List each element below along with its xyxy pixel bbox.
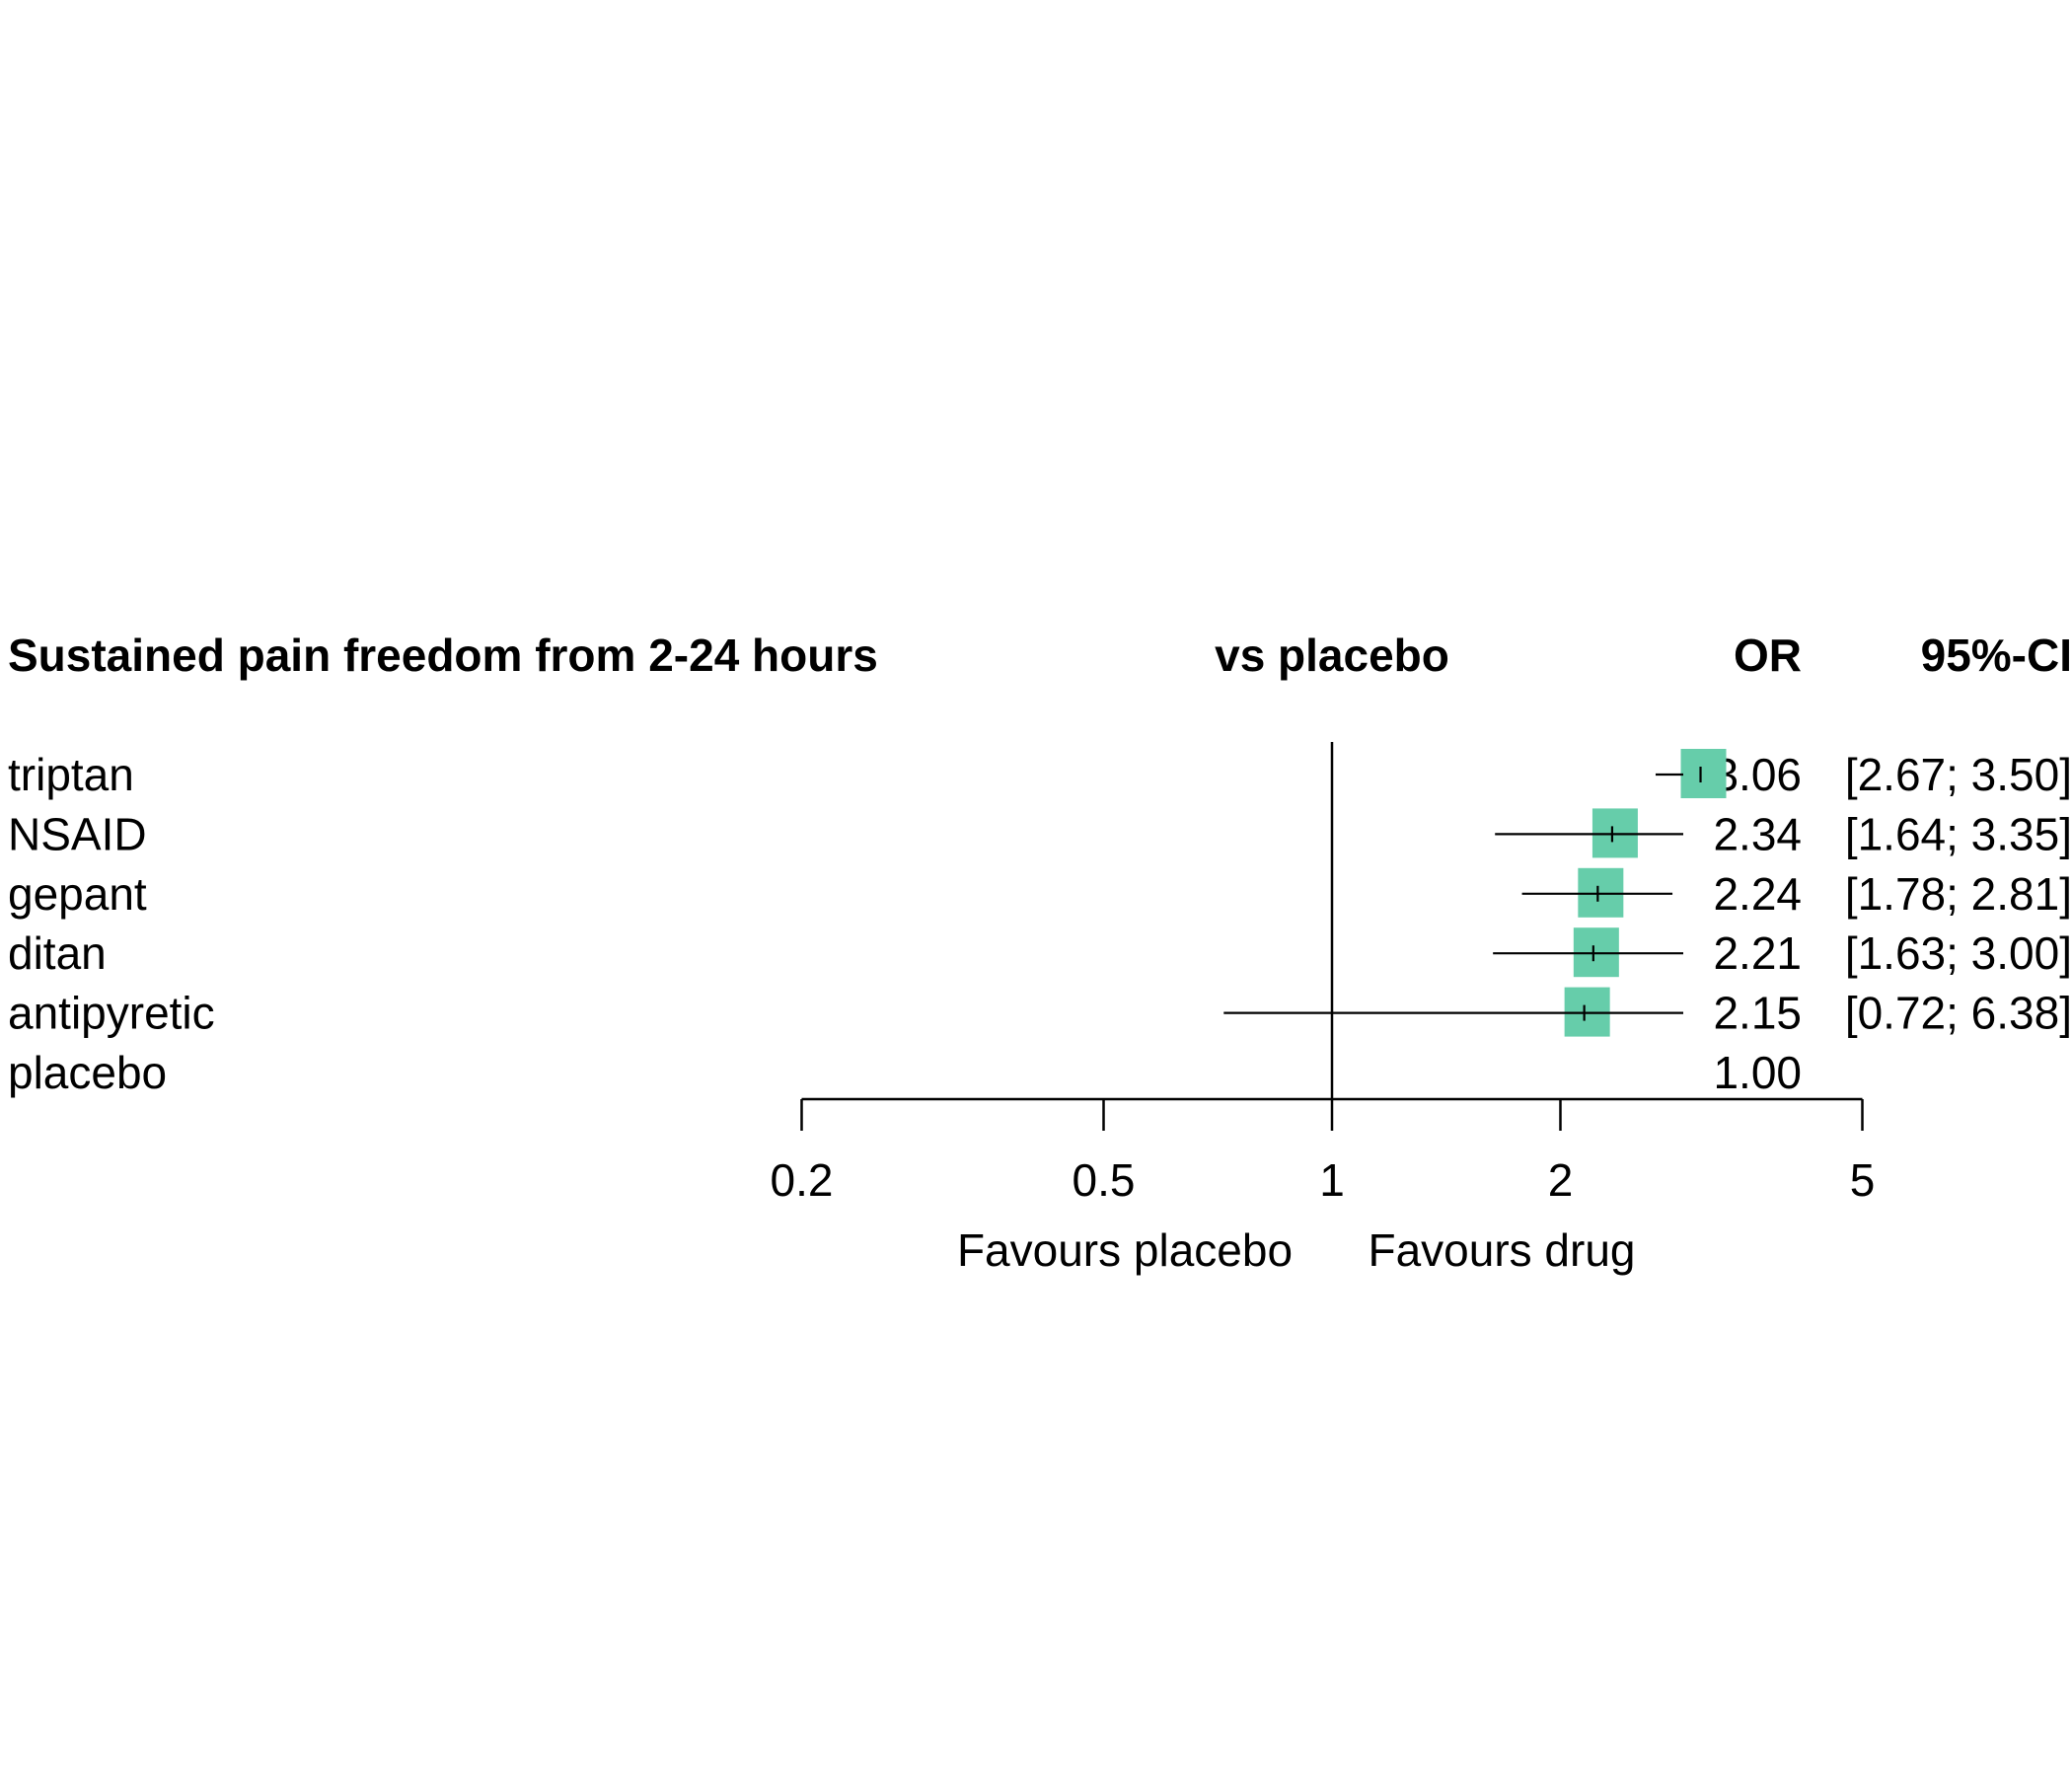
plot-area: triptan 3.06 [2.67; 3.50] NSAID 2.34 [1.64; 3… <box>8 742 2072 1206</box>
x-tick-label-3: 2 <box>1548 1154 1574 1206</box>
row-ci-triptan: [2.67; 3.50] <box>1845 749 2072 800</box>
row-label-ditan: ditan <box>8 927 107 979</box>
row-ci-nsaid: [1.64; 3.35] <box>1845 808 2072 859</box>
xlabel-favours-placebo: Favours placebo <box>957 1224 1293 1276</box>
x-tick-label-4: 5 <box>1850 1154 1876 1206</box>
row-ci-gepant: [1.78; 2.81] <box>1845 868 2072 920</box>
comparison-header: vs placebo <box>1215 629 1449 681</box>
x-tick-label-0: 0.2 <box>771 1154 834 1206</box>
row-label-antipyretic: antipyretic <box>8 988 215 1039</box>
row-or-gepant: 2.24 <box>1713 868 1802 920</box>
row-label-nsaid: NSAID <box>8 808 147 859</box>
row-or-ditan: 2.21 <box>1713 927 1802 979</box>
row-or-antipyretic: 2.15 <box>1713 988 1802 1039</box>
row-label-gepant: gepant <box>8 868 147 920</box>
row-ci-antipyretic: [0.72; 6.38] <box>1845 988 2072 1039</box>
row-label-triptan: triptan <box>8 749 134 800</box>
or-column-header: OR <box>1734 629 1802 681</box>
chart-title: Sustained pain freedom from 2-24 hours <box>8 629 878 681</box>
row-label-placebo: placebo <box>8 1047 167 1098</box>
x-tick-label-2: 1 <box>1319 1154 1345 1206</box>
ci-column-header: 95%-CI <box>1921 629 2072 681</box>
row-or-nsaid: 2.34 <box>1713 808 1802 859</box>
xlabel-favours-drug: Favours drug <box>1368 1224 1635 1276</box>
row-or-triptan: 3.06 <box>1713 749 1802 800</box>
row-ci-ditan: [1.63; 3.00] <box>1845 927 2072 979</box>
x-tick-label-1: 0.5 <box>1073 1154 1136 1206</box>
estimate-box-triptan <box>1680 749 1727 798</box>
row-or-placebo: 1.00 <box>1713 1047 1802 1098</box>
